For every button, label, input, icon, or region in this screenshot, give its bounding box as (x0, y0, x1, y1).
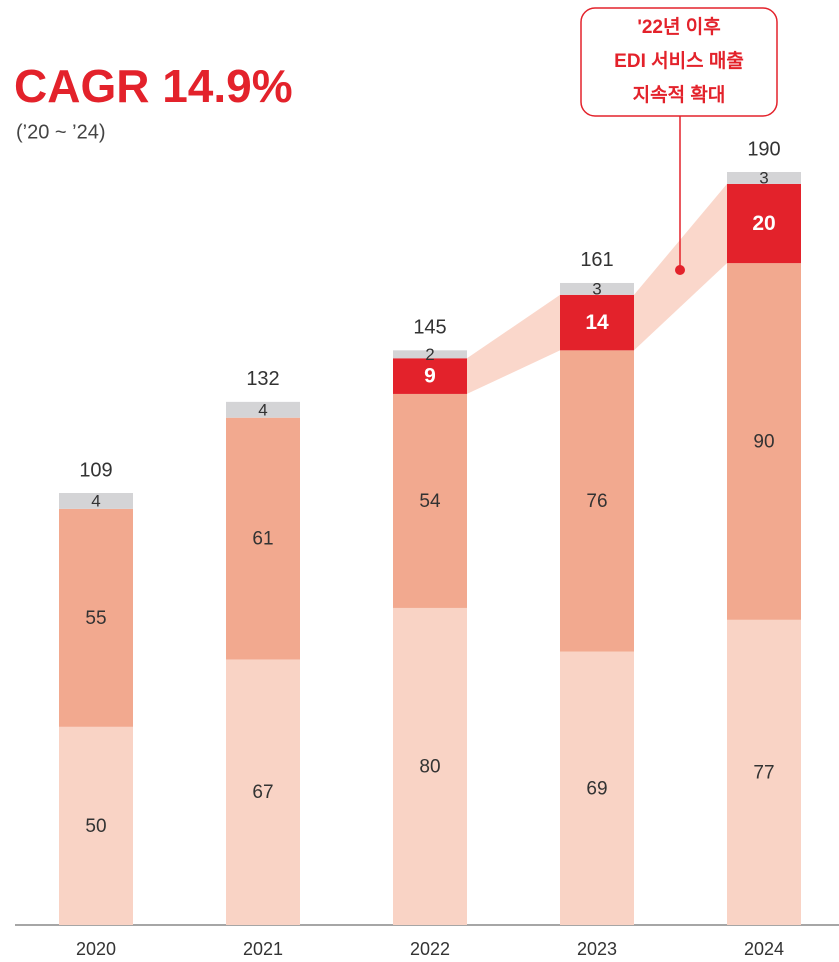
x-tick-label: 2022 (410, 939, 450, 959)
x-tick-label: 2024 (744, 939, 784, 959)
total-label: 190 (747, 138, 780, 160)
value-label: 3 (759, 168, 768, 187)
value-label: 61 (252, 529, 273, 550)
value-label: 77 (753, 762, 774, 783)
bar-segment (727, 263, 801, 620)
connector (467, 294, 560, 394)
bar-segment (226, 417, 300, 660)
value-label: 4 (258, 400, 267, 419)
value-label: 76 (586, 491, 607, 512)
value-label: 20 (752, 212, 775, 235)
bar-segment (393, 607, 467, 925)
annotation-text: '22년 이후 (637, 16, 720, 38)
total-label: 161 (580, 249, 613, 271)
bar-segment (393, 350, 467, 359)
value-label: 9 (424, 365, 436, 388)
x-tick-label: 2020 (76, 939, 116, 959)
value-label: 50 (85, 816, 106, 837)
bar-segment (59, 726, 133, 925)
bar-segment (560, 350, 634, 652)
value-label: 80 (419, 756, 440, 777)
value-label: 90 (753, 432, 774, 453)
value-label: 69 (586, 778, 607, 799)
value-label: 55 (85, 608, 106, 629)
bar-segment (560, 294, 634, 351)
total-label: 145 (413, 317, 446, 339)
chart-subtitle: (’20 ~ ’24) (16, 121, 106, 143)
bar-segment (59, 493, 133, 509)
total-label: 109 (79, 459, 112, 481)
annotation-text: 지속적 확대 (633, 83, 726, 106)
annotation-text: EDI 서비스 매출 (614, 50, 744, 72)
chart-title: CAGR 14.9% (14, 60, 293, 112)
bar-segment (226, 659, 300, 925)
bar-segment (727, 619, 801, 925)
value-label: 54 (419, 491, 441, 512)
bar-segment (560, 651, 634, 925)
bar-segment (393, 393, 467, 608)
total-label: 132 (246, 368, 279, 390)
value-label: 2 (425, 345, 434, 364)
bar-segment (727, 172, 801, 184)
bar-segment (393, 358, 467, 394)
x-tick-label: 2023 (577, 939, 617, 959)
bar-segment (59, 508, 133, 727)
annotation-box (580, 7, 778, 117)
annotation-dot (675, 265, 685, 275)
value-label: 14 (585, 311, 609, 334)
value-label: 3 (592, 279, 601, 298)
value-label: 67 (252, 782, 273, 803)
value-label: 4 (91, 491, 100, 510)
bar-segment (727, 183, 801, 264)
x-tick-label: 2021 (243, 939, 283, 959)
bar-segment (226, 401, 300, 418)
bar-segment (560, 282, 634, 295)
